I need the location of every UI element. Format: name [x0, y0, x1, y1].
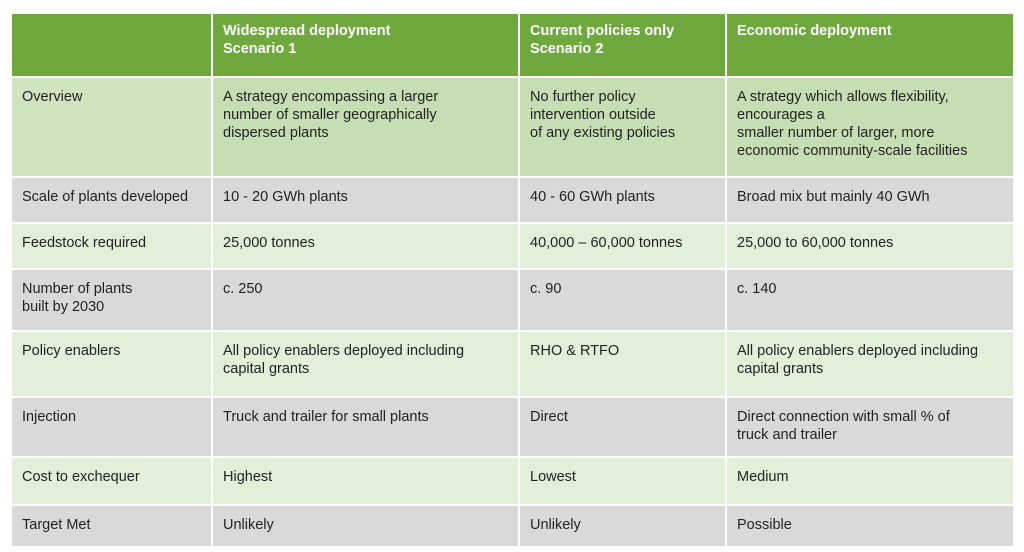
row-label: Injection — [12, 398, 211, 456]
table-cell: Unlikely — [520, 506, 725, 546]
row-label: Scale of plants developed — [12, 178, 211, 222]
header-scenario-1: Widespread deployment Scenario 1 — [213, 14, 518, 76]
table-cell: c. 140 — [727, 270, 1013, 330]
table-cell: 40 - 60 GWh plants — [520, 178, 725, 222]
row-label: Overview — [12, 78, 211, 176]
table-row: Injection Truck and trailer for small pl… — [12, 398, 1013, 456]
row-label: Feedstock required — [12, 224, 211, 268]
table-cell: Highest — [213, 458, 518, 504]
table-row: Scale of plants developed 10 - 20 GWh pl… — [12, 178, 1013, 222]
table-cell: c. 90 — [520, 270, 725, 330]
table-cell: c. 250 — [213, 270, 518, 330]
header-scenario-2: Current policies only Scenario 2 — [520, 14, 725, 76]
header-scenario-2-text: Current policies only Scenario 2 — [530, 23, 675, 57]
row-label: Policy enablers — [12, 332, 211, 396]
table-row: Target Met Unlikely Unlikely Possible — [12, 506, 1013, 546]
row-label: Cost to exchequer — [12, 458, 211, 504]
table-cell: 25,000 tonnes — [213, 224, 518, 268]
table-cell: Unlikely — [213, 506, 518, 546]
table-row: Overview A strategy encompassing a large… — [12, 78, 1013, 176]
table-cell: Possible — [727, 506, 1013, 546]
table-cell: Lowest — [520, 458, 725, 504]
table-cell: A strategy which allows flexibility, enc… — [727, 78, 1013, 176]
table-row: Cost to exchequer Highest Lowest Medium — [12, 458, 1013, 504]
table-cell: Medium — [727, 458, 1013, 504]
table-cell: RHO & RTFO — [520, 332, 725, 396]
table-row: Number of plants built by 2030 c. 250 c.… — [12, 270, 1013, 330]
header-row: Widespread deployment Scenario 1 Current… — [12, 14, 1013, 76]
table-cell: No further policy intervention outside o… — [520, 78, 725, 176]
table-cell: Broad mix but mainly 40 GWh — [727, 178, 1013, 222]
header-economic-text: Economic deployment — [737, 23, 892, 39]
row-label: Target Met — [12, 506, 211, 546]
table-cell: 25,000 to 60,000 tonnes — [727, 224, 1013, 268]
comparison-table: Widespread deployment Scenario 1 Current… — [10, 12, 1015, 548]
header-economic: Economic deployment — [727, 14, 1013, 76]
table-cell: Direct — [520, 398, 725, 456]
table-row: Feedstock required 25,000 tonnes 40,000 … — [12, 224, 1013, 268]
table-cell: All policy enablers deployed including c… — [727, 332, 1013, 396]
table-cell: Truck and trailer for small plants — [213, 398, 518, 456]
row-label: Number of plants built by 2030 — [12, 270, 211, 330]
table-row: Policy enablers All policy enablers depl… — [12, 332, 1013, 396]
header-corner — [12, 14, 211, 76]
table-cell: 40,000 – 60,000 tonnes — [520, 224, 725, 268]
table-cell: 10 - 20 GWh plants — [213, 178, 518, 222]
table-cell: Direct connection with small % of truck … — [727, 398, 1013, 456]
header-scenario-1-text: Widespread deployment Scenario 1 — [223, 23, 391, 57]
table-cell: A strategy encompassing a larger number … — [213, 78, 518, 176]
table-cell: All policy enablers deployed including c… — [213, 332, 518, 396]
